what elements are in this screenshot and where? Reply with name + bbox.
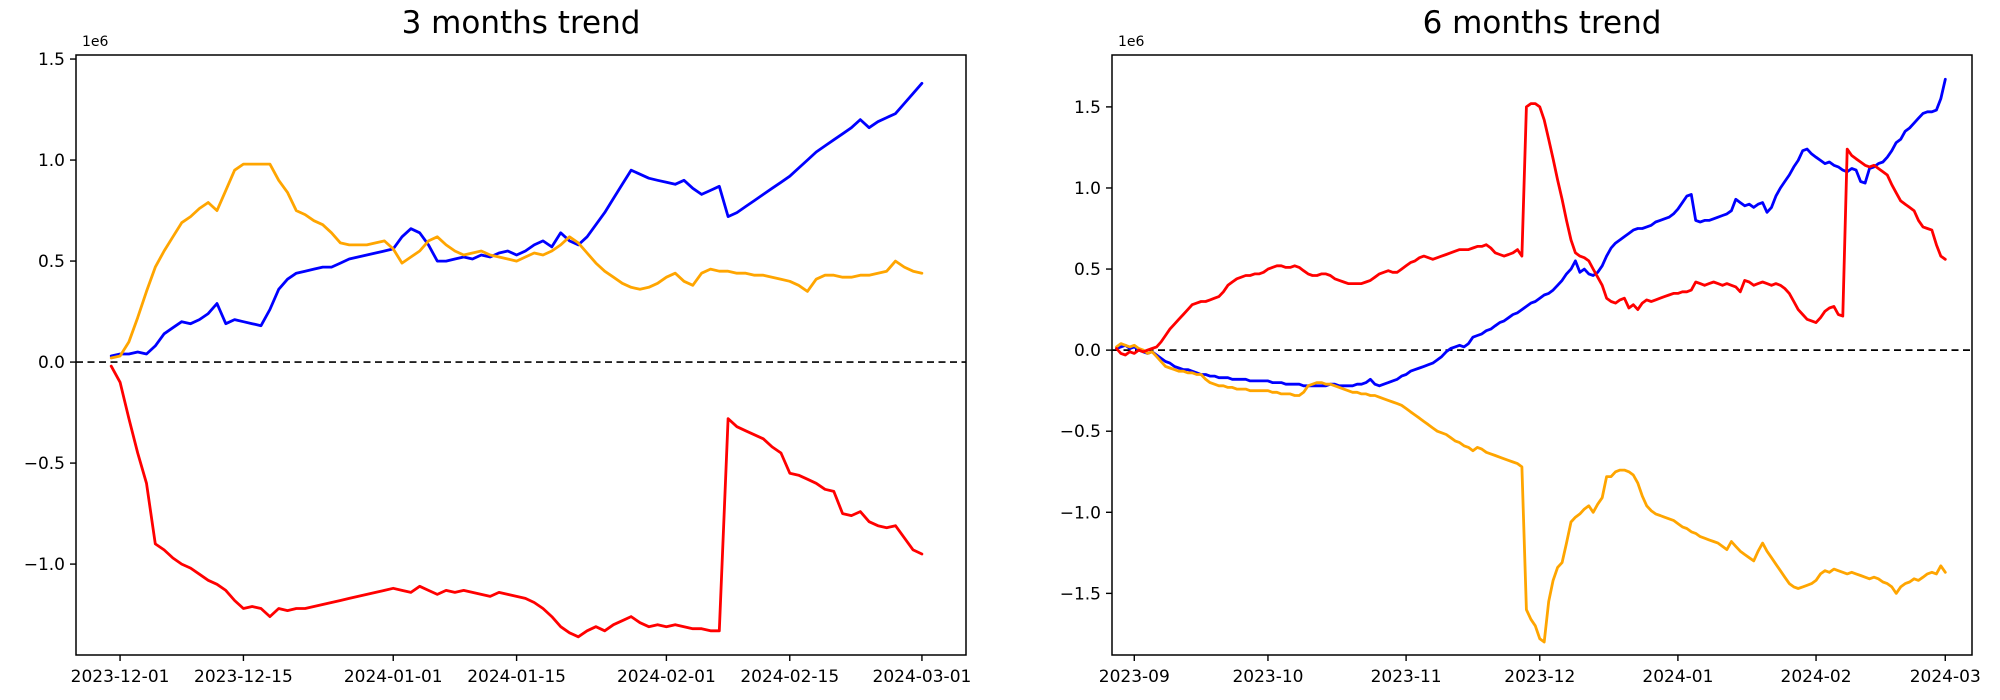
plot-border [75,54,967,656]
x-tick-label: 2023-12 [1504,667,1575,687]
series-line-red [1115,102,1947,357]
y-axis-offset-label-left: 1e6 [82,34,109,50]
x-tick-label: 2024-01-15 [467,667,566,687]
y-tick-label: 1.5 [38,50,65,70]
x-tick-label: 2024-02 [1781,667,1852,687]
chart-title-6-months: 6 months trend [1422,5,1662,41]
x-tick-label: 2024-01 [1642,667,1713,687]
series-line-blue [1115,77,1947,388]
x-tick-label: 2024-02-15 [740,667,839,687]
x-tick-label: 2023-10 [1232,667,1303,687]
x-tick-label: 2024-01-01 [344,667,443,687]
chart-title-3-months: 3 months trend [401,5,641,41]
y-tick-label: 0.5 [38,252,65,272]
x-tick-label: 2024-03 [1910,667,1981,687]
plot-border [1111,54,1973,656]
y-tick-label: −1.0 [1060,503,1101,523]
series-line-blue [109,81,924,358]
y-tick-label: 0.0 [1074,341,1101,361]
x-tick-label: 2023-12-15 [194,667,293,687]
y-tick-label: −0.5 [1060,422,1101,442]
x-tick-label: 2023-11 [1371,667,1442,687]
y-tick-label: −1.0 [24,555,65,575]
x-tick-label: 2024-03-01 [873,667,972,687]
series-line-orange [1115,342,1947,644]
y-tick-label: 0.5 [1074,260,1101,280]
y-tick-label: 1.5 [1074,98,1101,118]
x-tick-label: 2024-02-01 [617,667,716,687]
y-tick-label: −1.5 [1060,584,1101,604]
chart-6-months-trend: 1.5 1.0 0.5 0.0 −0.5 −1.0 −1.5 2023-09 2023-10 20… [1060,54,1981,687]
y-tick-label: −0.5 [24,454,65,474]
x-tick-label: 2023-12-01 [71,667,170,687]
y-tick-label: 1.0 [1074,179,1101,199]
series-line-red [109,364,924,639]
series-line-orange [109,162,924,360]
y-tick-label: 0.0 [38,353,65,373]
x-tick-label: 2023-09 [1099,667,1170,687]
y-axis-offset-label-right: 1e6 [1118,34,1145,50]
chart-3-months-trend: 1.5 1.0 0.5 0.0 −0.5 −1.0 2023-12-01 2023-12-15… [24,50,972,687]
y-tick-label: 1.0 [38,151,65,171]
